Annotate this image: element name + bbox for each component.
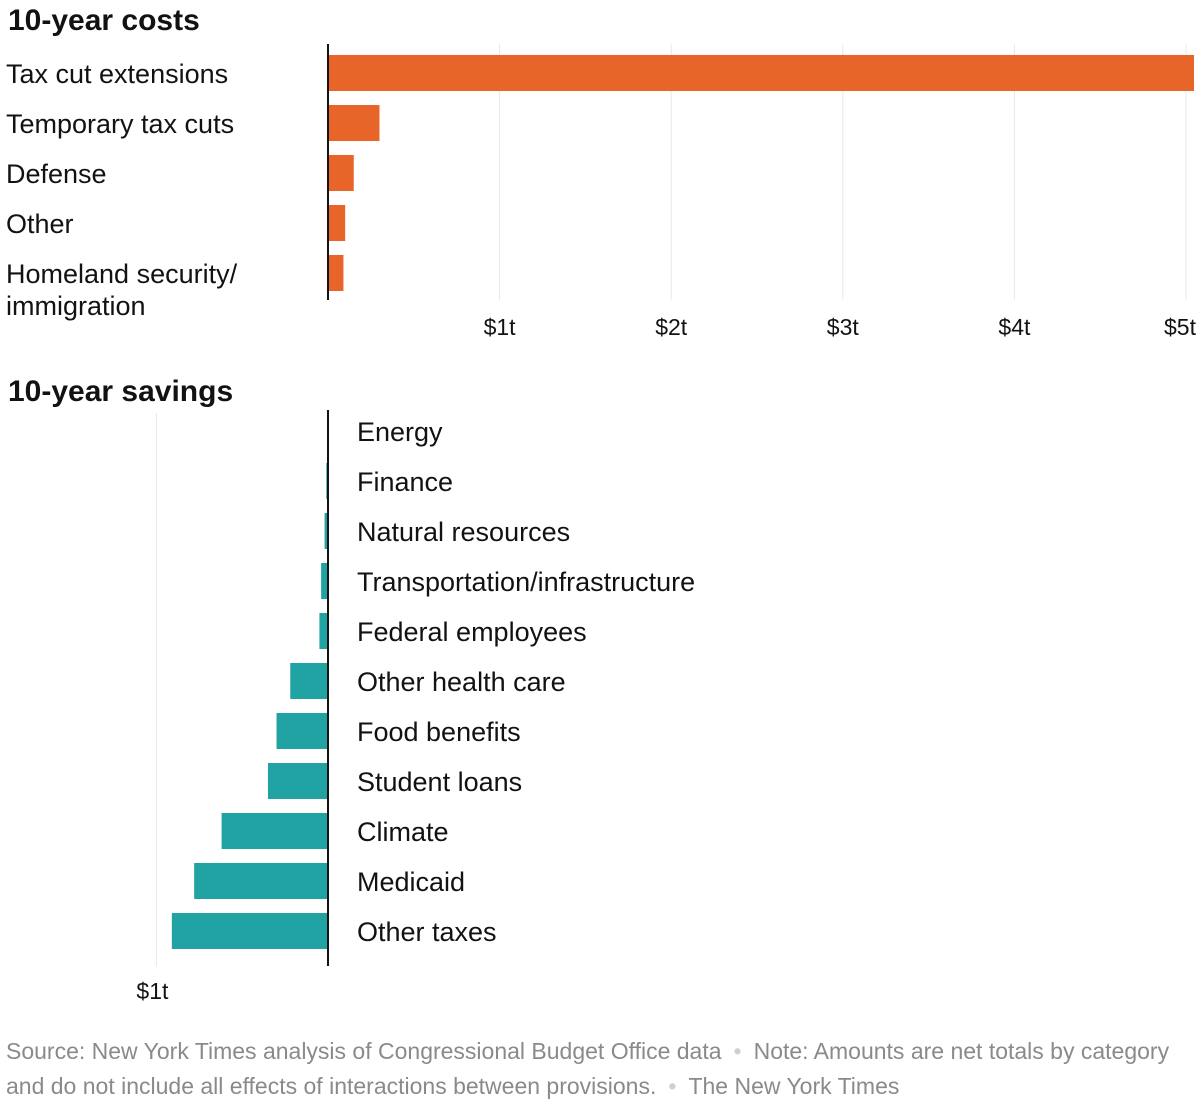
savings-bar-other-taxes — [171, 913, 328, 949]
costs-label-other: Other — [6, 209, 74, 239]
costs-title: 10-year costs — [8, 4, 200, 37]
savings-bar-medicaid — [194, 863, 328, 899]
savings-label-transportation-infrastructure: Transportation/infrastructure — [357, 567, 695, 597]
costs-tick-label: $4t — [998, 314, 1031, 340]
separator-dot: • — [733, 1038, 742, 1064]
savings-label-energy: Energy — [357, 417, 443, 447]
savings-bar-food-benefits — [276, 713, 328, 749]
savings-title: 10-year savings — [8, 375, 233, 408]
separator-dot: • — [668, 1073, 677, 1099]
costs-label-homeland-security-immigration: Homeland security/immigration — [6, 259, 238, 321]
savings-label-other-taxes: Other taxes — [357, 917, 497, 947]
savings-bar-student-loans — [267, 763, 328, 799]
savings-bar-other-health-care — [290, 663, 328, 699]
savings-label-student-loans: Student loans — [357, 767, 522, 797]
savings-tick-label: $1t — [136, 978, 169, 1004]
savings-bar-climate — [221, 813, 328, 849]
savings-label-climate: Climate — [357, 817, 449, 847]
budget-chart: 10-year costs Tax cut extensions Temporar… — [6, 4, 1197, 1004]
savings-label-food-benefits: Food benefits — [357, 717, 521, 747]
costs-bar-tax-cut-extensions — [328, 55, 1194, 91]
costs-tick-label: $5t — [1164, 314, 1197, 340]
credit-text: The New York Times — [688, 1073, 900, 1099]
costs-bar-defense — [328, 155, 354, 191]
savings-bar-transportation-infrastructure — [321, 563, 328, 599]
savings-bar-natural-resources — [324, 513, 328, 549]
source-text: Source: New York Times analysis of Congr… — [6, 1038, 722, 1064]
savings-bar-federal-employees — [319, 613, 328, 649]
costs-label-tax-cut-extensions: Tax cut extensions — [6, 59, 228, 89]
costs-tick-label: $3t — [827, 314, 860, 340]
savings-label-federal-employees: Federal employees — [357, 617, 587, 647]
costs-bar-temporary-tax-cuts — [328, 105, 380, 141]
savings-label-finance: Finance — [357, 467, 453, 497]
footer: Source: New York Times analysis of Congr… — [6, 1034, 1196, 1104]
costs-label-defense: Defense — [6, 159, 107, 189]
costs-bar-homeland-security-immigration — [328, 255, 344, 291]
costs-label-temporary-tax-cuts: Temporary tax cuts — [6, 109, 234, 139]
costs-tick-label: $1t — [484, 314, 517, 340]
note-text: Note: Amounts are net totals by category… — [6, 1038, 1170, 1099]
savings-label-natural-resources: Natural resources — [357, 517, 570, 547]
savings-label-other-health-care: Other health care — [357, 667, 566, 697]
costs-tick-label: $2t — [655, 314, 688, 340]
costs-bar-other — [328, 205, 346, 241]
savings-label-medicaid: Medicaid — [357, 867, 465, 897]
